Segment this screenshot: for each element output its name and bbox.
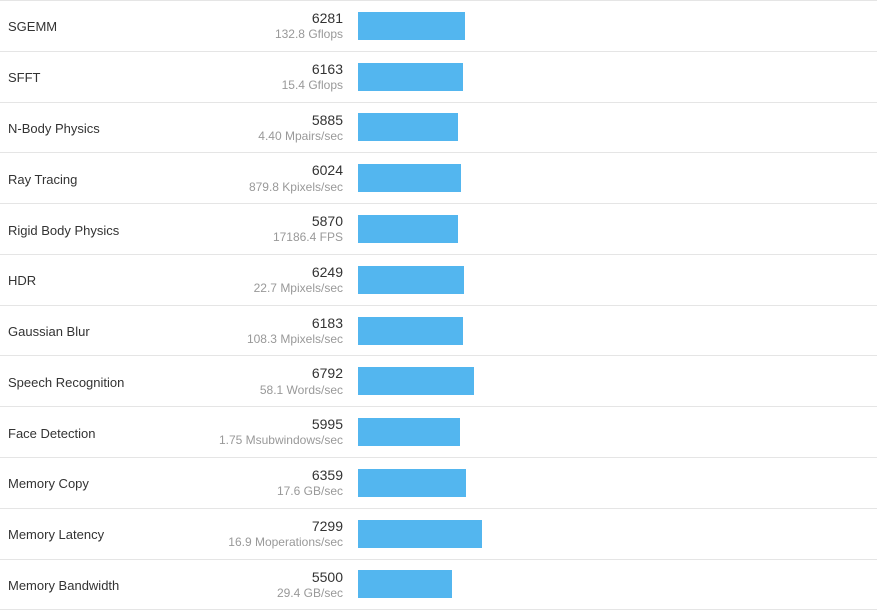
score-column: 635917.6 GB/sec — [163, 466, 358, 500]
benchmark-score: 5500 — [163, 568, 343, 586]
score-bar — [358, 164, 461, 192]
benchmark-score: 6281 — [163, 9, 343, 27]
bar-container — [358, 164, 869, 192]
benchmark-unit: 15.4 Gflops — [163, 78, 343, 94]
benchmark-score: 5995 — [163, 415, 343, 433]
table-row: Ray Tracing6024879.8 Kpixels/sec — [0, 152, 877, 203]
score-bar — [358, 12, 465, 40]
table-row: Speech Recognition679258.1 Words/sec — [0, 355, 877, 406]
benchmark-label: Memory Bandwidth — [8, 576, 163, 593]
score-column: 587017186.4 FPS — [163, 212, 358, 246]
benchmark-unit: 132.8 Gflops — [163, 27, 343, 43]
table-row: Face Detection59951.75 Msubwindows/sec — [0, 406, 877, 457]
benchmark-unit: 879.8 Kpixels/sec — [163, 180, 343, 196]
benchmark-score: 6249 — [163, 263, 343, 281]
score-bar — [358, 570, 452, 598]
benchmark-label: SGEMM — [8, 17, 163, 34]
score-bar — [358, 469, 466, 497]
score-column: 6281132.8 Gflops — [163, 9, 358, 43]
score-column: 679258.1 Words/sec — [163, 364, 358, 398]
benchmark-label: HDR — [8, 271, 163, 288]
score-bar — [358, 63, 463, 91]
benchmark-unit: 17186.4 FPS — [163, 230, 343, 246]
bar-container — [358, 113, 869, 141]
score-bar — [358, 317, 463, 345]
bar-container — [358, 570, 869, 598]
benchmark-label: N-Body Physics — [8, 119, 163, 136]
score-bar — [358, 215, 458, 243]
bar-container — [358, 12, 869, 40]
score-bar — [358, 418, 460, 446]
bar-container — [358, 215, 869, 243]
benchmark-label: Speech Recognition — [8, 373, 163, 390]
benchmark-unit: 58.1 Words/sec — [163, 383, 343, 399]
benchmark-unit: 1.75 Msubwindows/sec — [163, 433, 343, 449]
score-bar — [358, 367, 474, 395]
score-column: 729916.9 Moperations/sec — [163, 517, 358, 551]
table-row: Rigid Body Physics587017186.4 FPS — [0, 203, 877, 254]
benchmark-score: 5870 — [163, 212, 343, 230]
bar-container — [358, 317, 869, 345]
benchmark-unit: 22.7 Mpixels/sec — [163, 281, 343, 297]
benchmark-label: Ray Tracing — [8, 170, 163, 187]
score-column: 6024879.8 Kpixels/sec — [163, 161, 358, 195]
bar-container — [358, 367, 869, 395]
score-column: 616315.4 Gflops — [163, 60, 358, 94]
benchmark-score: 7299 — [163, 517, 343, 535]
score-column: 6183108.3 Mpixels/sec — [163, 314, 358, 348]
table-row: Memory Bandwidth550029.4 GB/sec — [0, 559, 877, 610]
table-row: SGEMM6281132.8 Gflops — [0, 0, 877, 51]
benchmark-unit: 29.4 GB/sec — [163, 586, 343, 602]
benchmark-label: Gaussian Blur — [8, 322, 163, 339]
score-bar — [358, 520, 482, 548]
benchmark-label: Memory Latency — [8, 525, 163, 542]
benchmark-unit: 16.9 Moperations/sec — [163, 535, 343, 551]
score-bar — [358, 266, 464, 294]
score-bar — [358, 113, 458, 141]
benchmark-unit: 17.6 GB/sec — [163, 484, 343, 500]
table-row: SFFT616315.4 Gflops — [0, 51, 877, 102]
benchmark-score: 5885 — [163, 111, 343, 129]
benchmark-unit: 4.40 Mpairs/sec — [163, 129, 343, 145]
score-column: 58854.40 Mpairs/sec — [163, 111, 358, 145]
score-column: 550029.4 GB/sec — [163, 568, 358, 602]
bar-container — [358, 520, 869, 548]
benchmark-label: Face Detection — [8, 424, 163, 441]
benchmark-table: SGEMM6281132.8 GflopsSFFT616315.4 Gflops… — [0, 0, 877, 610]
benchmark-label: Memory Copy — [8, 474, 163, 491]
benchmark-score: 6792 — [163, 364, 343, 382]
benchmark-score: 6163 — [163, 60, 343, 78]
benchmark-score: 6359 — [163, 466, 343, 484]
bar-container — [358, 418, 869, 446]
bar-container — [358, 266, 869, 294]
bar-container — [358, 63, 869, 91]
score-column: 624922.7 Mpixels/sec — [163, 263, 358, 297]
table-row: Memory Latency729916.9 Moperations/sec — [0, 508, 877, 559]
bar-container — [358, 469, 869, 497]
benchmark-label: Rigid Body Physics — [8, 221, 163, 238]
table-row: Gaussian Blur6183108.3 Mpixels/sec — [0, 305, 877, 356]
table-row: N-Body Physics58854.40 Mpairs/sec — [0, 102, 877, 153]
benchmark-score: 6024 — [163, 161, 343, 179]
table-row: Memory Copy635917.6 GB/sec — [0, 457, 877, 508]
benchmark-score: 6183 — [163, 314, 343, 332]
score-column: 59951.75 Msubwindows/sec — [163, 415, 358, 449]
benchmark-unit: 108.3 Mpixels/sec — [163, 332, 343, 348]
benchmark-label: SFFT — [8, 68, 163, 85]
table-row: HDR624922.7 Mpixels/sec — [0, 254, 877, 305]
